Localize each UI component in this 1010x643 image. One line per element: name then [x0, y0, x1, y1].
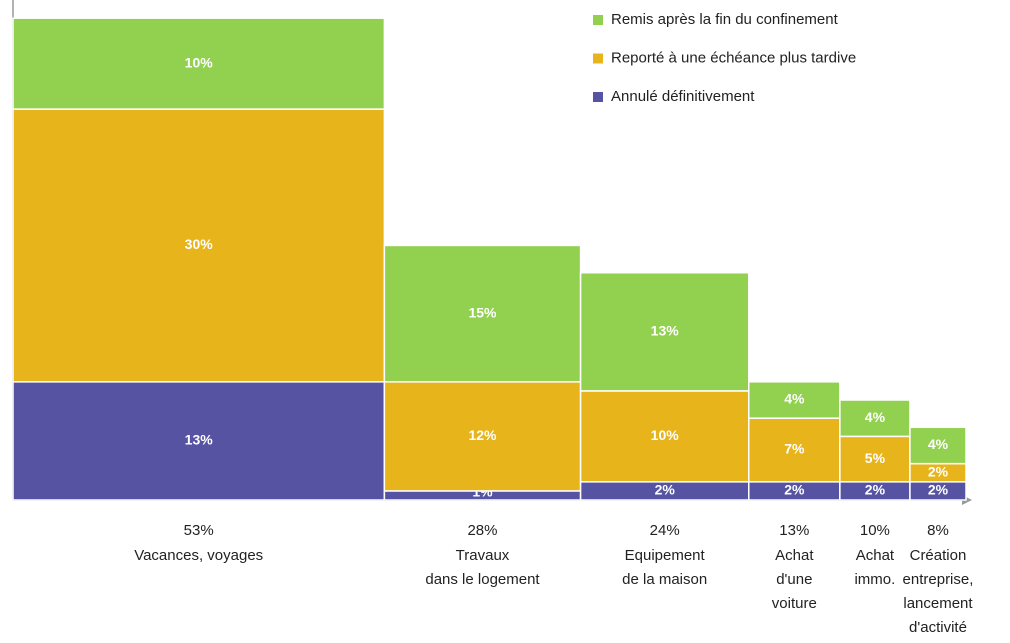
x-tick-label: Achat: [775, 547, 814, 564]
data-label: 2%: [865, 482, 886, 498]
legend-label: Reporté à une échéance plus tardive: [611, 49, 856, 66]
data-label: 10%: [651, 427, 680, 443]
x-tick-label: Equipement: [625, 547, 706, 564]
data-label: 5%: [865, 450, 886, 466]
width-label: 8%: [927, 522, 949, 539]
legend-swatch: [593, 92, 603, 102]
x-tick-label: de la maison: [622, 571, 707, 588]
data-label: 13%: [185, 432, 214, 448]
legend-swatch: [593, 53, 603, 64]
segment: [383, 244, 582, 383]
legend-label: Annulé définitivement: [611, 88, 755, 105]
x-tick-label: Travaux: [456, 547, 510, 564]
data-label: 2%: [655, 482, 676, 498]
data-label: 4%: [928, 436, 949, 452]
data-label: 2%: [784, 482, 805, 498]
data-label: 12%: [468, 427, 497, 443]
x-tick-label: Achat: [856, 547, 895, 564]
x-tick-label: entreprise,: [903, 571, 974, 588]
x-tick-label: Création: [910, 547, 967, 564]
segment: [579, 390, 750, 483]
width-label: 28%: [467, 522, 497, 539]
data-label: 15%: [468, 304, 497, 320]
width-label: 10%: [860, 522, 890, 539]
x-tick-label: Vacances, voyages: [134, 547, 263, 564]
segment: [579, 271, 750, 392]
x-tick-label: dans le logement: [425, 571, 540, 588]
data-label: 2%: [928, 482, 949, 498]
data-label: 13%: [651, 323, 680, 339]
segment: [909, 426, 967, 465]
data-label: 4%: [865, 409, 886, 425]
x-tick-label: lancement: [903, 595, 973, 612]
x-tick-label: d'activité: [909, 619, 967, 636]
data-label: 2%: [928, 463, 949, 479]
legend-label: Remis après la fin du confinement: [611, 11, 839, 28]
width-label: 53%: [184, 522, 214, 539]
width-label: 24%: [650, 522, 680, 539]
legend-swatch: [593, 15, 603, 25]
x-tick-label: d'une: [776, 571, 812, 588]
data-label: 7%: [784, 441, 805, 457]
width-label: 13%: [779, 522, 809, 539]
data-label: 10%: [185, 54, 214, 70]
data-label: 30%: [185, 236, 214, 252]
data-label: 4%: [784, 391, 805, 407]
segment: [12, 17, 386, 110]
x-tick-label: voiture: [772, 595, 817, 612]
segment: [839, 435, 911, 483]
segment: [839, 399, 911, 438]
x-tick-label: immo.: [854, 571, 895, 588]
segment: [12, 381, 386, 501]
segment: [748, 417, 841, 483]
